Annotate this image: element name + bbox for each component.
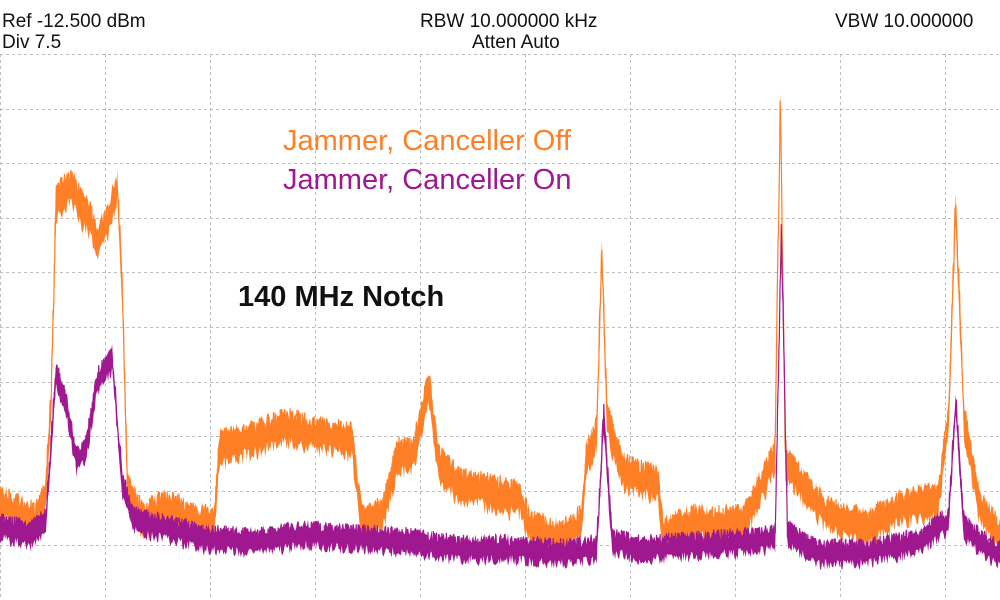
legend-canceller-off: Jammer, Canceller Off bbox=[283, 125, 571, 157]
trace-band-0 bbox=[0, 93, 1000, 559]
div-scale-label: Div 7.5 bbox=[2, 32, 62, 53]
trace-line-0 bbox=[0, 100, 1000, 546]
legend-canceller-on: Jammer, Canceller On bbox=[283, 164, 572, 196]
atten-label: Atten Auto bbox=[472, 32, 560, 53]
vbw-label: VBW 10.000000 bbox=[835, 11, 974, 32]
traces bbox=[0, 93, 1000, 570]
trace-line-1 bbox=[0, 224, 1000, 561]
notch-annotation: 140 MHz Notch bbox=[238, 281, 445, 313]
ref-level-label: Ref -12.500 dBm bbox=[2, 11, 146, 32]
spectrum-plot bbox=[0, 54, 1000, 600]
rbw-label: RBW 10.000000 kHz bbox=[420, 11, 598, 32]
